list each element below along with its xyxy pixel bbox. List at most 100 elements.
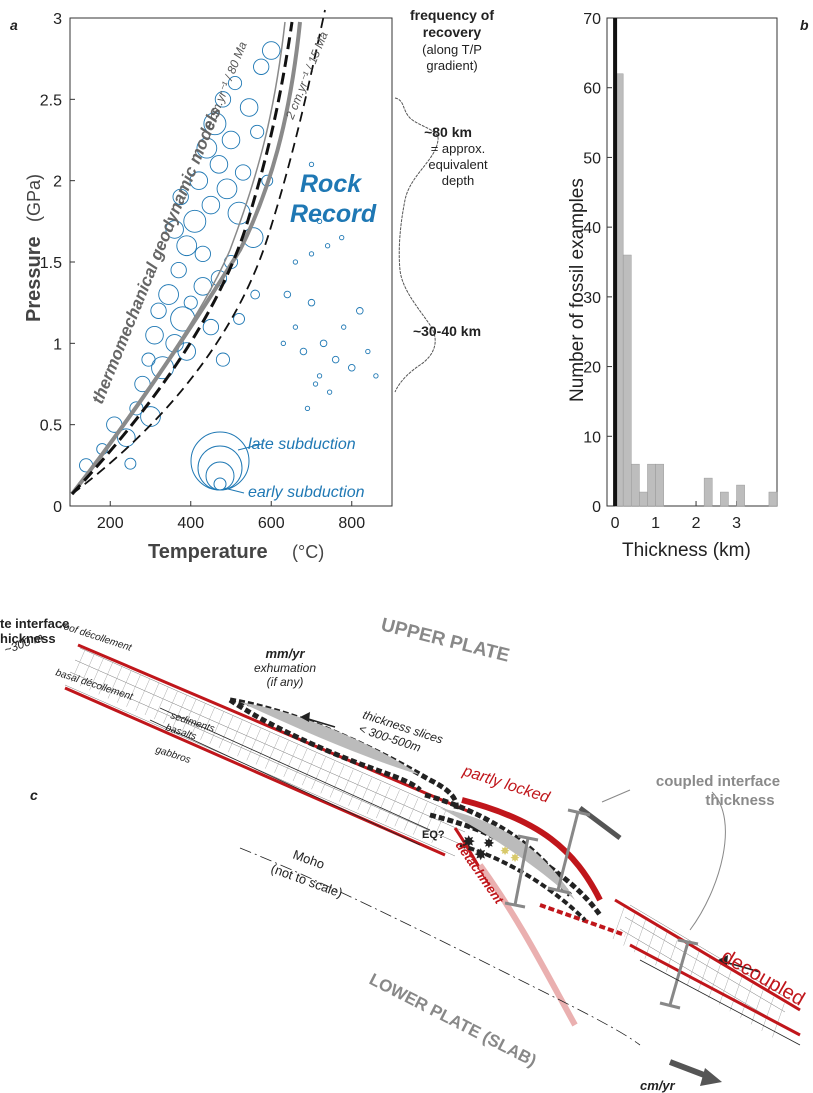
panel-b-chart: 0 10 20 30 40 50 60 70 0 1 2 3 Number of fossil exa… [567, 11, 778, 561]
coupled-pointer [689, 791, 726, 931]
rock-record-point [215, 352, 230, 367]
rock-record-point [202, 318, 220, 336]
freq-title-1: frequency of [410, 7, 494, 23]
basalt-line [159, 707, 431, 831]
b-xtick-label: 1 [651, 515, 660, 532]
rock-record-point [214, 91, 232, 108]
rock-record-point [292, 324, 299, 330]
rock-record-point [308, 161, 315, 168]
exhumation-label-2: (if any) [267, 675, 304, 689]
a-ytick-label: 3 [53, 11, 62, 28]
legend-early: early subduction [248, 484, 365, 501]
rock-record-point [194, 245, 211, 263]
rock-record-point [299, 347, 308, 356]
a-ytick-label: 1 [53, 336, 62, 353]
rock-record-point [348, 363, 356, 372]
rock-record-point [158, 284, 179, 305]
panel-a-data-points [79, 41, 379, 473]
moho-line [239, 847, 641, 1046]
eq-label: EQ? [422, 829, 445, 841]
rock-record-point [183, 295, 198, 310]
histogram-bar [655, 463, 664, 507]
model-curve-slow [71, 9, 326, 495]
a-xtick-label: 400 [177, 515, 204, 532]
svg-text:✸: ✸ [500, 844, 510, 858]
panel-b-bars [613, 18, 778, 507]
rock-record-point [331, 355, 340, 364]
a-xtick-label: 600 [258, 515, 285, 532]
decoupled-roof [614, 898, 801, 1012]
overlay-bar [613, 18, 618, 506]
peak-80-note-3: depth [442, 173, 475, 188]
histogram-bar [703, 477, 713, 507]
a-xtick-label: 200 [97, 515, 124, 532]
svg-text:✸: ✸ [474, 847, 487, 864]
panel-a-ticks: 0 0.5 1 1.5 2 2.5 3 200 400 600 800 [40, 11, 365, 532]
rock-record-point [253, 58, 270, 75]
histogram-bar [768, 491, 778, 507]
a-ytick-label: 0.5 [40, 418, 62, 435]
rock-record-point [216, 178, 238, 200]
rock-record-point [183, 209, 207, 233]
rock-record-line1: Rock [300, 170, 362, 198]
mmyr-label: mm/yr [265, 646, 305, 661]
rock-record-point [283, 290, 292, 299]
rock-record-point [177, 342, 196, 361]
upper-plate-arrow-icon [578, 806, 622, 840]
rock-record-point [319, 339, 328, 348]
freq-title-2: recovery [423, 24, 482, 40]
rock-record-point [124, 457, 137, 470]
cmyr-label: cm/yr [640, 1078, 676, 1093]
rock-record-point [170, 261, 187, 279]
exhumation-label-1: exhumation [254, 661, 316, 675]
a-ytick-label: 1.5 [40, 255, 62, 272]
b-ytick-label: 20 [583, 360, 601, 377]
a-xtick-label: 800 [338, 515, 365, 532]
rock-record-point [117, 428, 136, 447]
rock-record-point [308, 251, 315, 257]
rock-record-point [250, 124, 265, 139]
rock-record-point [176, 235, 198, 257]
thermo-curve-outer [70, 21, 302, 496]
rock-record-point [339, 234, 345, 241]
rock-record-point [145, 325, 164, 345]
rock-record-point [141, 352, 156, 367]
panel-label-a: a [10, 17, 18, 33]
a-ytick-label: 2.5 [40, 92, 62, 109]
rock-record-point [262, 41, 281, 60]
coupled-label-2: thickness [705, 792, 774, 809]
rock-record-point [189, 171, 209, 190]
histogram-bar [736, 484, 745, 507]
rock-record-point [150, 302, 167, 319]
rock-record-point [203, 112, 227, 136]
panel-b-ylabel: Number of fossil examples [567, 178, 588, 402]
panel-a-ylabel: Pressure [23, 236, 45, 322]
rock-record-point [307, 298, 316, 307]
b-ytick-label: 60 [583, 81, 601, 98]
rock-record-point [326, 389, 333, 395]
rock-record-point [316, 373, 323, 379]
freq-sub-2: gradient) [426, 58, 477, 73]
b-xtick-label: 3 [732, 515, 741, 532]
b-ytick-label: 40 [583, 220, 601, 237]
peak-30-label: ~30-40 km [413, 323, 481, 339]
thermo-curve-inner [71, 21, 286, 495]
b-xtick-label: 2 [692, 515, 701, 532]
detachment-line [453, 827, 492, 886]
b-ytick-label: 50 [583, 150, 601, 167]
rock-record-point [140, 406, 161, 427]
lower-plate-label: LOWER PLATE (SLAB) [366, 970, 539, 1071]
rock-record-point [356, 307, 364, 315]
panel-b-xlabel: Thickness (km) [622, 540, 751, 561]
freq-sub-1: (along T/P [422, 42, 482, 57]
peak-80-note-2: equivalent [428, 157, 488, 172]
slice-d [459, 843, 587, 922]
rock-record-point [341, 324, 347, 330]
panel-b-frame [606, 17, 778, 507]
coupled-label-1: coupled interface [656, 773, 780, 790]
panel-a-xlabel-unit: (°C) [292, 542, 324, 562]
roof-label: roof décollement [59, 620, 134, 654]
rock-record-point [227, 76, 243, 91]
a-ytick-label: 2 [53, 174, 62, 191]
